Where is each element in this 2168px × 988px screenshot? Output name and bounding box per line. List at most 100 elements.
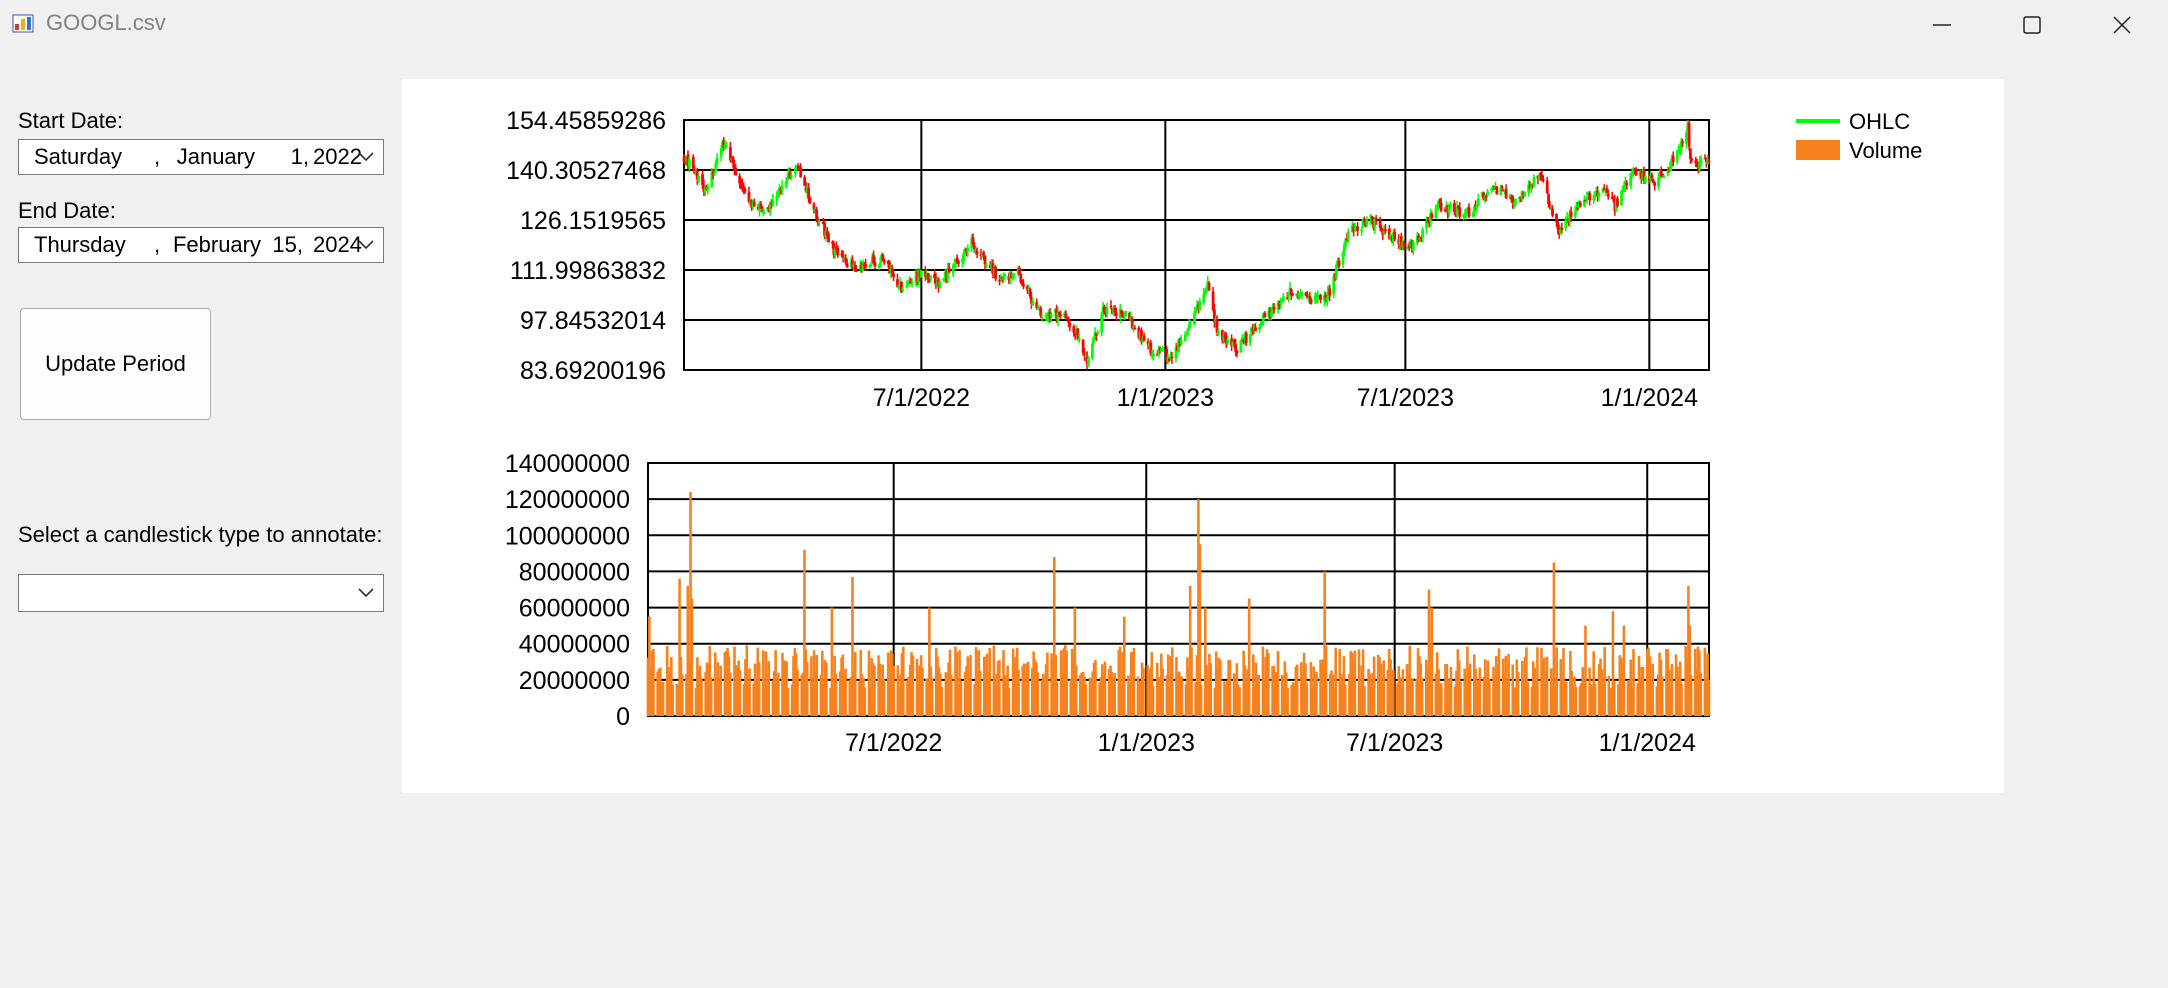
- volume-bar: [1534, 678, 1538, 716]
- volume-bar: [896, 665, 900, 716]
- ohlc-candle-body: [1632, 170, 1635, 172]
- close-button[interactable]: [2076, 0, 2168, 50]
- chevron-down-icon[interactable]: [357, 586, 375, 600]
- ohlc-candle-body: [1309, 299, 1313, 303]
- ohlc-candle-body: [1087, 358, 1090, 366]
- volume-bar: [1359, 686, 1362, 716]
- ohlc-x-tick-label: 1/1/2023: [1117, 384, 1214, 412]
- volume-y-tick-label: 0: [616, 703, 630, 731]
- volume-bar: [1272, 665, 1276, 716]
- volume-bar: [810, 656, 813, 716]
- maximize-button[interactable]: [1986, 0, 2078, 50]
- volume-bar: [1242, 650, 1245, 716]
- volume-bar: [1549, 668, 1553, 716]
- ohlc-candle-body: [1582, 199, 1586, 206]
- volume-bar: [1155, 662, 1159, 716]
- volume-bar: [1236, 684, 1240, 716]
- volume-bar: [1453, 686, 1457, 716]
- ohlc-candle-body: [1434, 209, 1438, 219]
- chevron-down-icon[interactable]: [357, 238, 375, 252]
- ohlc-candle-body: [825, 231, 829, 236]
- volume-bar: [1199, 684, 1203, 716]
- ohlc-candle-body: [1065, 318, 1069, 321]
- ohlc-candle-body: [1573, 211, 1577, 217]
- volume-bar: [661, 682, 665, 716]
- volume-bar: [1013, 662, 1016, 716]
- ohlc-candle-body: [747, 191, 751, 202]
- ohlc-candle-body: [701, 174, 704, 186]
- maximize-icon: [2023, 16, 2041, 34]
- ohlc-candle-body: [731, 156, 735, 164]
- volume-y-tick-label: 20000000: [519, 667, 630, 695]
- ohlc-candle-body: [1183, 334, 1187, 342]
- volume-bar: [1197, 499, 1200, 716]
- volume-bar: [925, 678, 928, 716]
- volume-y-tick-label: 120000000: [505, 486, 630, 514]
- ohlc-candle-body: [1475, 204, 1479, 209]
- volume-bar: [1514, 687, 1517, 716]
- ohlc-candle-body: [962, 252, 966, 261]
- volume-bar: [918, 665, 922, 716]
- volume-bar: [1415, 678, 1418, 716]
- ohlc-candle-body: [1020, 280, 1024, 285]
- ohlc-candle-body: [734, 168, 738, 176]
- volume-bar: [1177, 671, 1181, 716]
- ohlc-candle-body: [719, 148, 723, 157]
- ohlc-candle-body: [1523, 192, 1527, 197]
- volume-bar: [1179, 675, 1182, 716]
- ohlc-candle-body: [892, 273, 895, 278]
- ohlc-candle-body: [725, 145, 728, 148]
- start-weekday: Saturday: [34, 144, 123, 169]
- volume-bar: [800, 674, 804, 716]
- update-period-button[interactable]: Update Period: [20, 308, 211, 420]
- volume-bar: [781, 652, 784, 716]
- ohlc-candle-body: [1491, 186, 1495, 190]
- ohlc-candle-body: [1189, 322, 1192, 324]
- ohlc-candle-body: [1361, 218, 1365, 228]
- volume-bar: [1459, 681, 1462, 716]
- ohlc-candle-body: [1177, 340, 1180, 353]
- volume-bar: [1099, 677, 1103, 716]
- volume-bar: [1597, 663, 1601, 716]
- volume-bar: [1493, 675, 1497, 716]
- volume-bar: [1332, 687, 1336, 716]
- ohlc-candle-body: [1675, 151, 1679, 162]
- chevron-down-icon[interactable]: [357, 150, 375, 164]
- ohlc-candle-body: [1576, 207, 1580, 210]
- volume-bar: [667, 666, 670, 716]
- ohlc-candle-body: [1270, 311, 1273, 317]
- ohlc-candle-body: [1018, 267, 1021, 275]
- volume-bar: [1107, 669, 1111, 716]
- volume-bar: [1136, 676, 1140, 716]
- volume-bar: [1195, 655, 1199, 716]
- ohlc-candle-body: [1040, 316, 1044, 319]
- end-date-picker[interactable]: Thursday , February 15, 2024: [18, 227, 384, 263]
- start-date-picker[interactable]: Saturday , January 1, 2022: [18, 139, 384, 175]
- volume-bar: [766, 686, 769, 716]
- minimize-button[interactable]: [1896, 0, 1988, 50]
- volume-bar: [858, 681, 861, 716]
- ohlc-candle-body: [1100, 313, 1104, 333]
- volume-bars: [646, 491, 1711, 716]
- volume-bar: [1267, 653, 1270, 716]
- candlestick-type-select[interactable]: [18, 574, 384, 612]
- volume-bar: [1090, 679, 1093, 716]
- volume-bar: [708, 646, 712, 716]
- ohlc-candle-body: [1541, 179, 1545, 181]
- volume-bar: [849, 676, 853, 716]
- ohlc-candle-body: [1059, 314, 1062, 317]
- ohlc-candle-body: [890, 268, 894, 274]
- volume-bar: [1161, 668, 1165, 716]
- ohlc-candle-body: [1271, 307, 1275, 313]
- ohlc-x-tick-label: 7/1/2023: [1357, 384, 1454, 412]
- ohlc-candle-body: [1277, 303, 1281, 306]
- volume-bar: [1138, 681, 1141, 716]
- volume-bar: [794, 653, 798, 716]
- title-bar: GOOGL.csv: [0, 0, 2168, 50]
- volume-bar: [1003, 675, 1007, 716]
- ohlc-candle-body: [1679, 141, 1683, 151]
- ohlc-candle-body: [1324, 295, 1328, 299]
- volume-bar: [1194, 682, 1197, 716]
- volume-bar: [1656, 674, 1660, 716]
- volume-bar: [1665, 648, 1668, 716]
